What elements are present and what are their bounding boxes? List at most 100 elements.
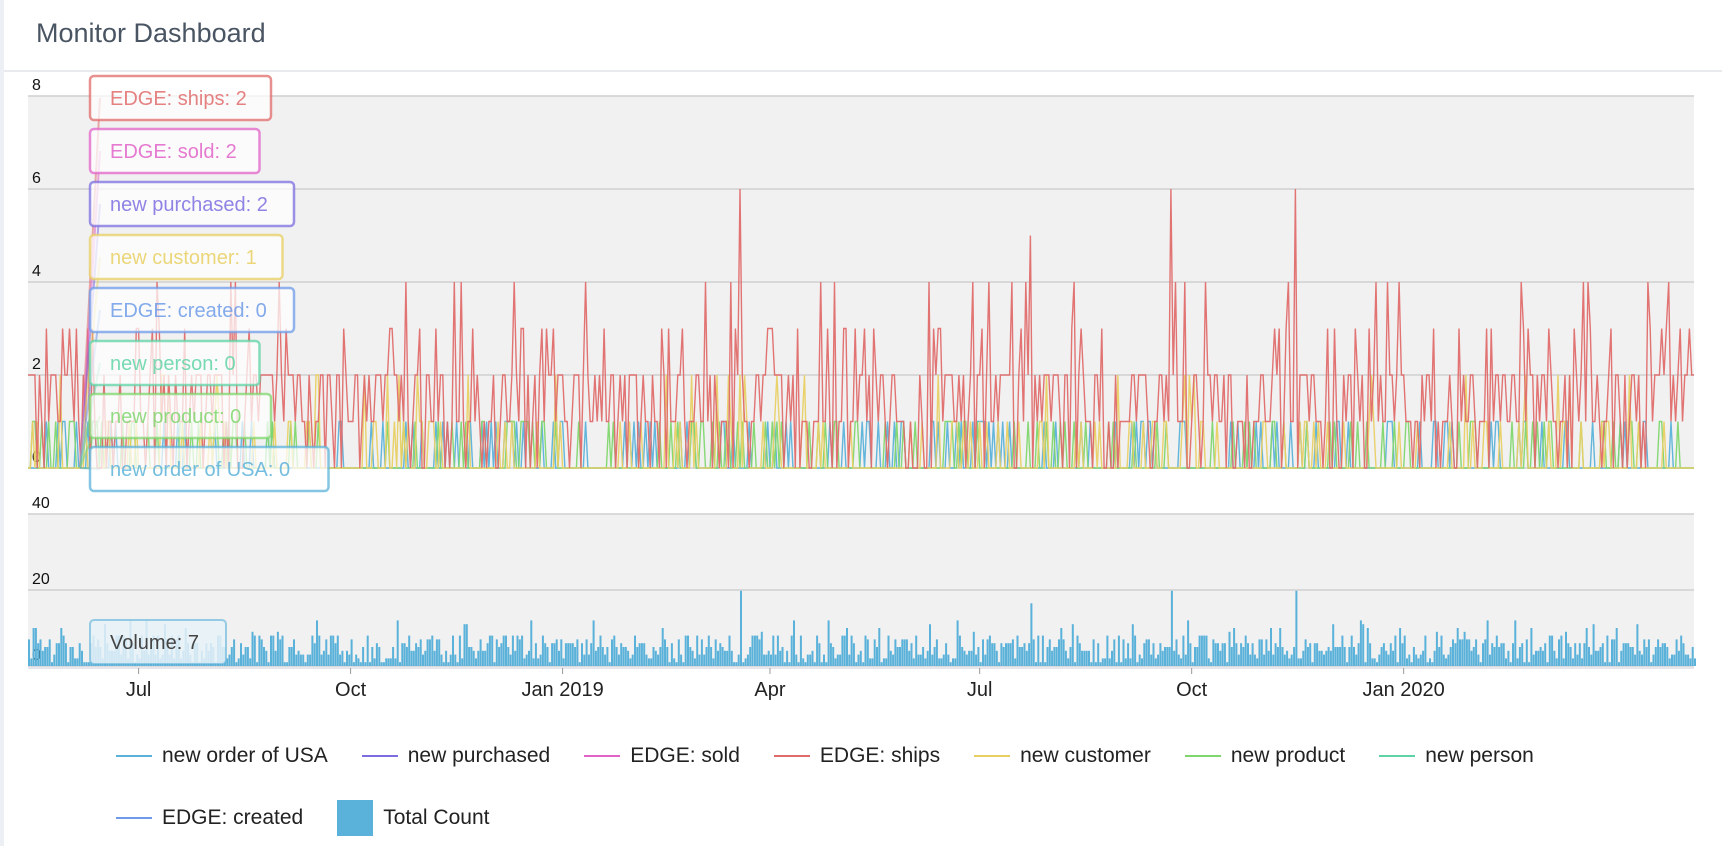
volume-bar — [1230, 647, 1233, 666]
volume-bar — [993, 643, 996, 666]
volume-bar — [74, 658, 77, 666]
legend-item-new-customer[interactable]: new customer — [974, 744, 1151, 768]
volume-bar — [1620, 650, 1623, 666]
volume-bar — [28, 639, 30, 666]
volume-bar — [1011, 639, 1014, 666]
volume-bar — [857, 654, 860, 666]
volume-bar — [1311, 662, 1314, 666]
volume-bar — [1260, 639, 1263, 666]
volume-bar — [366, 635, 369, 666]
volume-bar — [1468, 639, 1471, 666]
volume-bar — [1668, 658, 1671, 666]
volume-bar — [680, 654, 683, 666]
x-tick-label: Jul — [126, 679, 152, 701]
volume-bar — [1000, 643, 1003, 666]
volume-bar — [1253, 654, 1256, 666]
volume-bar — [1406, 658, 1408, 666]
volume-bar — [364, 662, 367, 666]
legend-item-new-purchased[interactable]: new purchased — [361, 744, 550, 768]
volume-bar — [329, 635, 332, 666]
legend-item-edge-ships[interactable]: EDGE: ships — [773, 744, 940, 768]
volume-bar — [723, 650, 726, 666]
volume-bar — [251, 631, 254, 666]
volume-bar — [1546, 662, 1549, 666]
legend-item-new-product[interactable]: new product — [1184, 744, 1345, 768]
volume-bar — [1516, 658, 1519, 666]
volume-bar — [1560, 635, 1563, 666]
volume-bar — [744, 658, 747, 666]
volume-bar — [1062, 639, 1065, 666]
volume-bar — [475, 658, 477, 666]
volume-bar — [279, 639, 282, 666]
volume-bar — [1382, 643, 1385, 666]
volume-bar — [1016, 635, 1019, 666]
volume-bar — [942, 654, 945, 666]
volume-bar — [1346, 662, 1349, 666]
legend-item-edge-created[interactable]: EDGE: created — [116, 806, 303, 830]
x-tick-label: Jan 2019 — [521, 679, 603, 701]
volume-bar — [456, 662, 459, 666]
volume-bar — [1187, 620, 1190, 666]
volume-bar — [922, 647, 925, 666]
volume-bar — [518, 639, 521, 666]
volume-bar — [592, 620, 595, 666]
volume-bar — [1099, 662, 1102, 666]
volume-bar — [608, 662, 611, 666]
volume-bar — [528, 650, 530, 666]
volume-bar — [1058, 639, 1060, 666]
volume-bar — [350, 639, 353, 666]
volume-bar — [654, 650, 657, 666]
volume-bar — [876, 647, 878, 666]
volume-bar — [32, 628, 35, 666]
volume-bar — [666, 647, 669, 666]
y-tick-label: 40 — [32, 495, 50, 512]
tooltip-label: new person: 0 — [79, 339, 261, 469]
volume-bar — [1051, 650, 1054, 666]
legend-item-edge-sold[interactable]: EDGE: sold — [584, 744, 740, 768]
volume-bar — [290, 647, 293, 666]
volume-bar — [1369, 643, 1372, 666]
volume-bar — [1297, 658, 1300, 666]
volume-bar — [615, 647, 618, 666]
volume-bar — [779, 650, 782, 666]
volume-bar — [1108, 658, 1111, 666]
volume-bar — [1470, 650, 1473, 666]
volume-bar — [1613, 639, 1616, 666]
volume-bar — [375, 643, 378, 666]
volume-bar — [1493, 647, 1496, 666]
volume-bar — [491, 635, 494, 666]
legend-item-new-person[interactable]: new person — [1379, 744, 1534, 768]
volume-bar — [1097, 643, 1100, 666]
x-tick-label: Oct — [1176, 679, 1208, 701]
volume-bar — [1339, 647, 1342, 666]
volume-bar — [772, 635, 775, 666]
volume-bar — [597, 647, 600, 666]
volume-bar — [795, 654, 798, 666]
volume-bar — [465, 624, 468, 666]
volume-bar — [958, 635, 961, 666]
volume-bar — [1104, 658, 1107, 666]
volume-bar — [1274, 643, 1277, 666]
volume-bar — [1528, 662, 1531, 666]
volume-bar — [1085, 650, 1088, 666]
volume-bar — [1030, 603, 1033, 666]
legend-item-new-order-of-usa[interactable]: new order of USA — [116, 744, 328, 768]
volume-bar — [829, 643, 832, 666]
volume-bar — [1396, 662, 1399, 666]
volume-bar — [67, 662, 70, 666]
volume-bar — [634, 635, 636, 666]
volume-bar — [1410, 662, 1413, 666]
volume-bar — [516, 635, 519, 666]
volume-bar — [899, 647, 901, 666]
volume-bar — [1313, 643, 1316, 666]
volume-bar — [624, 647, 627, 666]
volume-bar — [472, 650, 475, 666]
volume-bar — [988, 635, 991, 666]
volume-bar — [726, 650, 729, 666]
legend-item-total-count[interactable]: Total Count — [287, 800, 489, 836]
volume-bar — [1488, 654, 1491, 666]
volume-bar — [834, 658, 837, 666]
tooltip-text: EDGE: sold: 2 — [110, 141, 237, 163]
volume-bar — [1067, 658, 1070, 666]
